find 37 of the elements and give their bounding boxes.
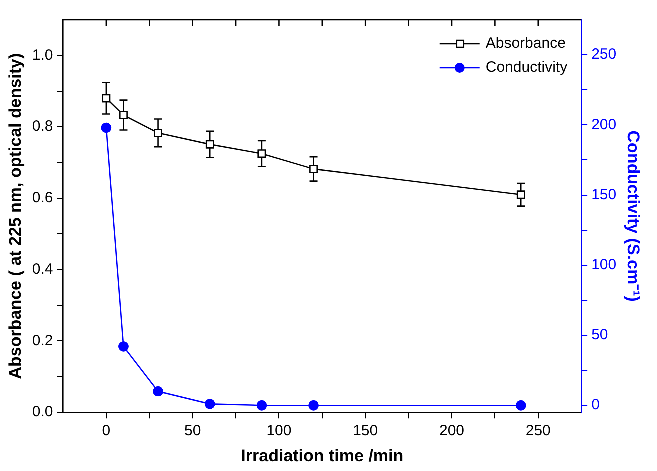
x-tick-label: 150 [353, 422, 378, 440]
x-tick-label: 200 [439, 422, 465, 440]
point [308, 400, 319, 411]
point [516, 400, 526, 411]
point [205, 399, 216, 410]
y-tick-label: 0.8 [32, 118, 54, 136]
y-tick-label: 0.4 [32, 260, 54, 278]
y2-tick-label: 50 [592, 326, 608, 344]
x-tick-label: 250 [526, 422, 551, 440]
point [154, 129, 162, 138]
point [120, 111, 128, 120]
y2-tick-label: 200 [592, 116, 617, 134]
y2-tick-label: 250 [592, 46, 617, 64]
x-axis-title: Irradiation time /min [241, 446, 404, 466]
point [153, 386, 164, 397]
point [118, 342, 129, 352]
point [256, 400, 268, 411]
x-tick-label: 100 [266, 422, 292, 440]
y-tick-label: 0.0 [32, 404, 54, 421]
y-axis-title: Absorbance ( at 225 nm, optical density) [6, 53, 25, 380]
legend-label: Absorbance [486, 35, 566, 52]
y2-tick-label: 0 [592, 396, 600, 414]
y2-axis-title: Conductivity (S.cm⁻¹) [624, 130, 644, 302]
point [101, 122, 112, 134]
point [310, 165, 318, 174]
point [102, 94, 111, 103]
point [258, 150, 266, 158]
point [516, 190, 526, 200]
x-tick-label: 50 [184, 422, 202, 440]
x-tick-label: 0 [102, 422, 111, 440]
y2-tick-label: 150 [592, 186, 617, 204]
y-tick-label: 1.0 [32, 46, 54, 64]
point [206, 140, 214, 149]
y2-tick-label: 100 [592, 256, 617, 274]
legend-label: Conductivity [486, 59, 568, 76]
y-tick-label: 0.2 [32, 332, 54, 350]
y-tick-label: 0.6 [32, 190, 54, 207]
